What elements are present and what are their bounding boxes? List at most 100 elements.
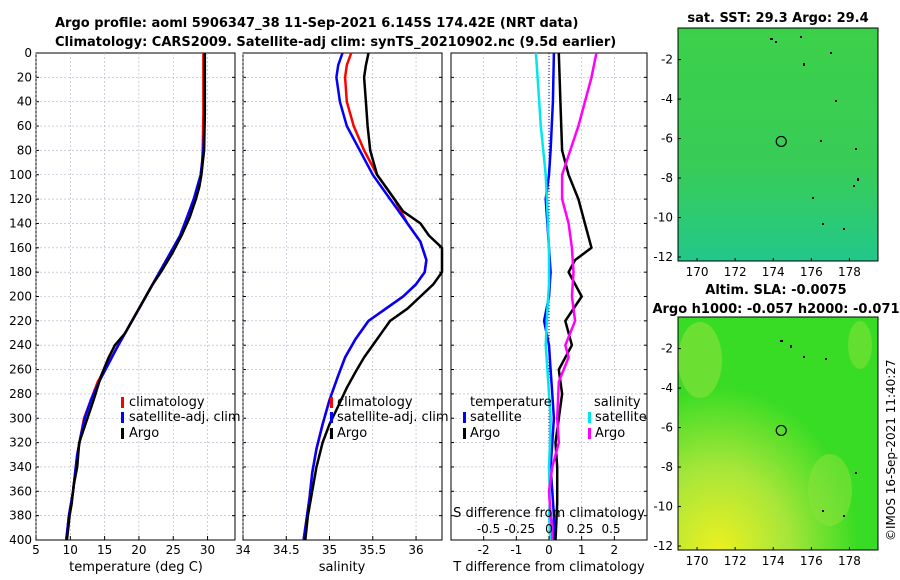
x-tick-label: 10 (63, 543, 78, 557)
depth-tick-label: 0 (24, 46, 32, 60)
map-y-tick-label: -6 (661, 132, 673, 146)
depth-tick-label: 320 (9, 436, 32, 450)
legend-label-climatology: climatology (129, 395, 205, 410)
legend-swatch-temp-argo (463, 428, 466, 439)
legend-swatch-climatology (330, 397, 333, 408)
map-x-tick-label: 178 (838, 265, 861, 279)
sla-map-subtitle: Argo h1000: -0.057 h2000: -0.071 (652, 302, 899, 317)
x-tick-label: 34 (235, 543, 250, 557)
x-tick-label: 2 (611, 543, 619, 557)
sst-map-ticks: 170 172 174 176 178 -2 -4 -6 -8 -10 -12 (653, 53, 860, 279)
depth-tick-label: 80 (17, 143, 32, 157)
temperature-legend: climatology satellite-adj. clim Argo (121, 395, 241, 441)
imos-timestamp: ©IMOS 16-Sep-2021 11:40:27 (884, 359, 898, 541)
series-line-temperature-satellite (542, 52, 556, 540)
sst-map-title: sat. SST: 29.3 Argo: 29.4 (687, 11, 868, 26)
legend-swatch-sal-argo (588, 428, 591, 439)
map-y-tick-label: -10 (653, 211, 673, 225)
depth-tick-label: 340 (9, 460, 32, 474)
map-y-tick-label: -2 (661, 53, 673, 67)
sla-map-frame (677, 316, 879, 551)
map-y-tick-label: -2 (661, 342, 673, 356)
series-line-argo (304, 52, 444, 541)
island-specks (780, 340, 857, 517)
x-tick-label: 36 (408, 543, 423, 557)
difference-series (534, 52, 598, 541)
legend-label-satellite: satellite-adj. clim (337, 410, 449, 425)
depth-tick-label: 380 (9, 509, 32, 523)
x-tick-label: 25 (166, 543, 181, 557)
salinity-legend: climatology satellite-adj. clim Argo (330, 395, 449, 441)
map-y-tick-label: -4 (661, 381, 673, 395)
series-line-satellite-adj-clim (302, 52, 428, 541)
legend-swatch-temp-satellite (463, 412, 466, 423)
argo-location-marker (775, 424, 787, 437)
map-x-tick-label: 176 (800, 265, 823, 279)
sst-map-panel: sat. SST: 29.3 Argo: 29.4 170 172 174 176 17… (653, 11, 879, 279)
depth-tick-label: 220 (9, 314, 32, 328)
depth-ticks: 0 20 40 60 80 100 120 140 160 180 200 220 240 260 280 3… (9, 46, 32, 547)
temperature-x-label: temperature (deg C) (69, 560, 203, 575)
figure-title-line1: Argo profile: aoml 5906347_38 11-Sep-202… (55, 16, 579, 31)
depth-tick-label: 260 (9, 363, 32, 377)
sla-map-panel: Altim. SLA: -0.0075 Argo h1000: -0.057 h… (652, 283, 899, 568)
legend-label-satellite: satellite-adj. clim (129, 410, 241, 425)
temperature-x-ticks: 5 10 15 20 25 30 (32, 536, 215, 557)
depth-tick-label: 160 (9, 241, 32, 255)
legend-swatch-argo (121, 428, 124, 439)
legend-label-sal-argo: Argo (595, 426, 625, 441)
sla-map-ticks: 170 172 174 176 178 -2 -4 -6 -8 -10 -12 (653, 342, 860, 568)
sla-feature (848, 321, 872, 369)
depth-tick-label: 60 (17, 119, 32, 133)
map-x-tick-label: 174 (762, 554, 785, 568)
top-tick-label: 0 (545, 522, 553, 536)
legend-swatch-satellite (121, 412, 124, 423)
depth-tick-label: 180 (9, 265, 32, 279)
temperature-panel: 5 10 15 20 25 30 0 20 40 60 80 100 120 140 160 180 200 2… (9, 46, 241, 575)
map-y-tick-label: -10 (653, 500, 673, 514)
x-tick-label: 1 (578, 543, 586, 557)
x-tick-label: 0 (545, 543, 553, 557)
depth-tick-label: 20 (17, 70, 32, 84)
x-tick-label: -1 (510, 543, 522, 557)
map-x-tick-label: 176 (800, 554, 823, 568)
difference-x-ticks: -2 -1 0 1 2 (478, 536, 618, 557)
map-x-tick-label: 170 (686, 265, 709, 279)
depth-tick-label: 400 (9, 533, 32, 547)
sla-map-title: Altim. SLA: -0.0075 (705, 283, 846, 298)
legend-swatch-sal-satellite (588, 412, 591, 423)
depth-tick-label: 360 (9, 484, 32, 498)
depth-tick-label: 40 (17, 95, 32, 109)
series-line-salinity-argo (547, 52, 598, 540)
argo-location-marker (775, 135, 787, 148)
sst-map-frame (677, 27, 879, 262)
salinity-x-label: salinity (319, 560, 366, 575)
series-line-argo (65, 53, 207, 541)
map-x-tick-label: 172 (724, 265, 747, 279)
x-tick-label: 5 (32, 543, 40, 557)
map-y-tick-label: -12 (653, 250, 673, 264)
top-tick-label: 0.5 (602, 522, 621, 536)
depth-tick-label: 300 (9, 411, 32, 425)
legend-label-climatology: climatology (337, 395, 413, 410)
map-y-tick-label: -12 (653, 539, 673, 553)
island-specks (770, 36, 859, 230)
difference-legend: temperature satellite Argo salinity sate… (463, 395, 647, 441)
x-tick-label: 35.5 (359, 543, 386, 557)
difference-panel: -2 -1 0 1 2 S difference from climatology -0… (450, 52, 648, 575)
legend-label-argo: Argo (337, 426, 367, 441)
legend-swatch-satellite (330, 412, 333, 423)
x-tick-label: 35 (322, 543, 337, 557)
depth-tick-label: 240 (9, 338, 32, 352)
map-y-tick-label: -8 (661, 460, 673, 474)
x-tick-label: 30 (200, 543, 215, 557)
x-tick-label: -2 (478, 543, 490, 557)
depth-tick-label: 280 (9, 387, 32, 401)
legend-label-temp-argo: Argo (470, 426, 500, 441)
sla-feature (678, 322, 722, 398)
legend-title-salinity: salinity (594, 395, 641, 410)
map-x-tick-label: 170 (686, 554, 709, 568)
top-tick-label: -0.25 (504, 522, 535, 536)
depth-tick-label: 100 (9, 168, 32, 182)
